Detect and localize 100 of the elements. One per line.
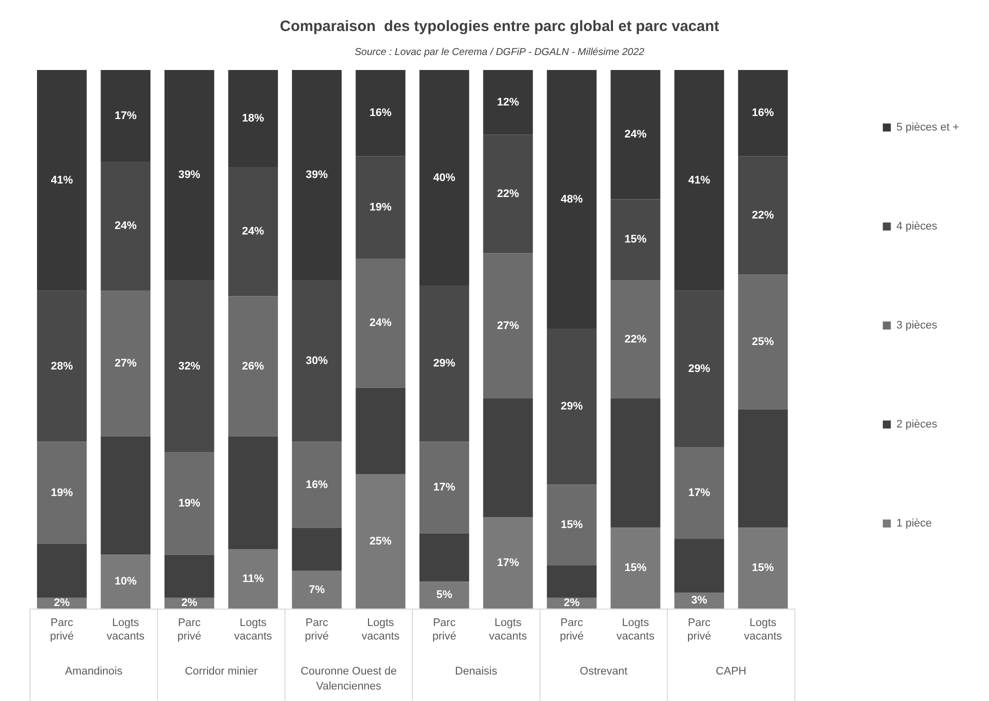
bar: [356, 70, 406, 156]
data-label: 19%: [370, 201, 392, 214]
text: Amandinois: [64, 666, 123, 678]
x-tick-label: Parc privé: [432, 617, 456, 642]
bar: [37, 544, 87, 598]
bar: [228, 166, 278, 296]
data-label: 22%: [624, 333, 647, 346]
bar: [356, 388, 406, 474]
data-label: 17%: [688, 486, 710, 499]
bar: [100, 436, 150, 555]
bar: [100, 70, 150, 162]
data-label: 40%: [433, 172, 456, 184]
data-label: 32%: [178, 360, 201, 372]
data-label: 30%: [306, 354, 328, 367]
bar: [483, 398, 533, 518]
bar: [483, 517, 533, 609]
bar: [292, 280, 342, 442]
bar: [419, 285, 470, 442]
data-label: 16%: [306, 478, 328, 491]
data-label: 22%: [752, 209, 774, 222]
legend-label: 1 pièce: [896, 518, 932, 530]
text: CAPH: [716, 666, 746, 678]
x-tick-label: Logts vacants: [744, 617, 782, 642]
data-label: 25%: [752, 336, 774, 348]
data-label: 24%: [242, 226, 264, 238]
bar: [228, 549, 278, 609]
bar: [419, 70, 470, 286]
data-label: 29%: [688, 362, 710, 375]
data-label: 25%: [370, 535, 392, 548]
legend-label: 2 pièces: [896, 418, 938, 431]
data-label: 41%: [688, 174, 710, 186]
bar: [100, 554, 150, 609]
data-label: 24%: [114, 220, 137, 232]
data-label: 26%: [242, 360, 264, 372]
legend-label: 5 pièces et +: [896, 122, 960, 134]
data-label: 39%: [178, 169, 201, 182]
legend-label: 4 pièces: [896, 220, 938, 233]
bar: [546, 328, 597, 485]
bar: [610, 398, 660, 528]
bar: [738, 409, 788, 528]
data-label: 19%: [50, 486, 74, 499]
data-label: 27%: [114, 358, 137, 370]
bar: [356, 156, 406, 259]
bar: [610, 199, 660, 280]
data-label: 29%: [433, 358, 456, 370]
bar: [419, 442, 470, 534]
x-tick-label: Logts vacants: [362, 617, 400, 642]
bar: [738, 274, 788, 410]
bar: [356, 258, 406, 388]
bar: [356, 474, 406, 609]
bar: [674, 290, 724, 448]
bar: [738, 156, 788, 275]
data-label: 15%: [624, 234, 647, 246]
x-tick-label: Logts vacants: [489, 617, 528, 642]
legend-label: 3 pièces: [896, 320, 938, 332]
bar: [164, 280, 214, 452]
bar: [610, 280, 660, 399]
bar: [483, 134, 533, 254]
data-label: 29%: [560, 400, 583, 413]
data-label: 19%: [178, 498, 201, 510]
bar: [419, 582, 470, 609]
bar: [37, 442, 87, 544]
data-label: 39%: [306, 169, 328, 182]
data-label: 12%: [496, 96, 520, 108]
bar: [292, 70, 342, 280]
bar: [419, 533, 470, 582]
bar: [100, 162, 150, 291]
bar: [546, 484, 597, 566]
x-tick-label: Logts vacants: [234, 617, 273, 642]
x-tick-label: Parc privé: [560, 617, 584, 642]
data-label: 22%: [496, 188, 520, 200]
data-label: 17%: [433, 481, 456, 494]
data-label: 10%: [114, 576, 137, 588]
bar: [674, 538, 724, 592]
bar: [164, 554, 214, 598]
data-label: 2%: [181, 597, 198, 610]
data-label: 2%: [564, 597, 580, 610]
data-label: 2%: [54, 597, 70, 610]
bar: [546, 566, 597, 598]
bar: [610, 528, 660, 609]
bar: [228, 70, 278, 167]
text: Couronne Ouest de Valenciennes: [300, 666, 397, 693]
bar: [228, 296, 278, 436]
text: Denaisis: [455, 666, 498, 678]
chart-title: Comparaison des typologies entre parc global et parc vacant: [280, 18, 720, 36]
bar: [164, 70, 214, 280]
data-label: 27%: [496, 320, 520, 332]
bar: [610, 70, 660, 200]
bar: [37, 290, 87, 442]
data-label: 17%: [114, 110, 137, 122]
data-label: 3%: [691, 594, 708, 607]
text: Ostrevant: [580, 666, 628, 678]
data-label: 24%: [624, 128, 647, 141]
bar: [738, 70, 788, 156]
x-tick-label: Logts vacants: [616, 617, 655, 642]
data-label: 15%: [560, 519, 583, 532]
data-label: 15%: [752, 562, 774, 574]
bar: [674, 447, 724, 539]
text: Corridor minier: [184, 666, 258, 678]
data-label: 41%: [50, 174, 74, 186]
